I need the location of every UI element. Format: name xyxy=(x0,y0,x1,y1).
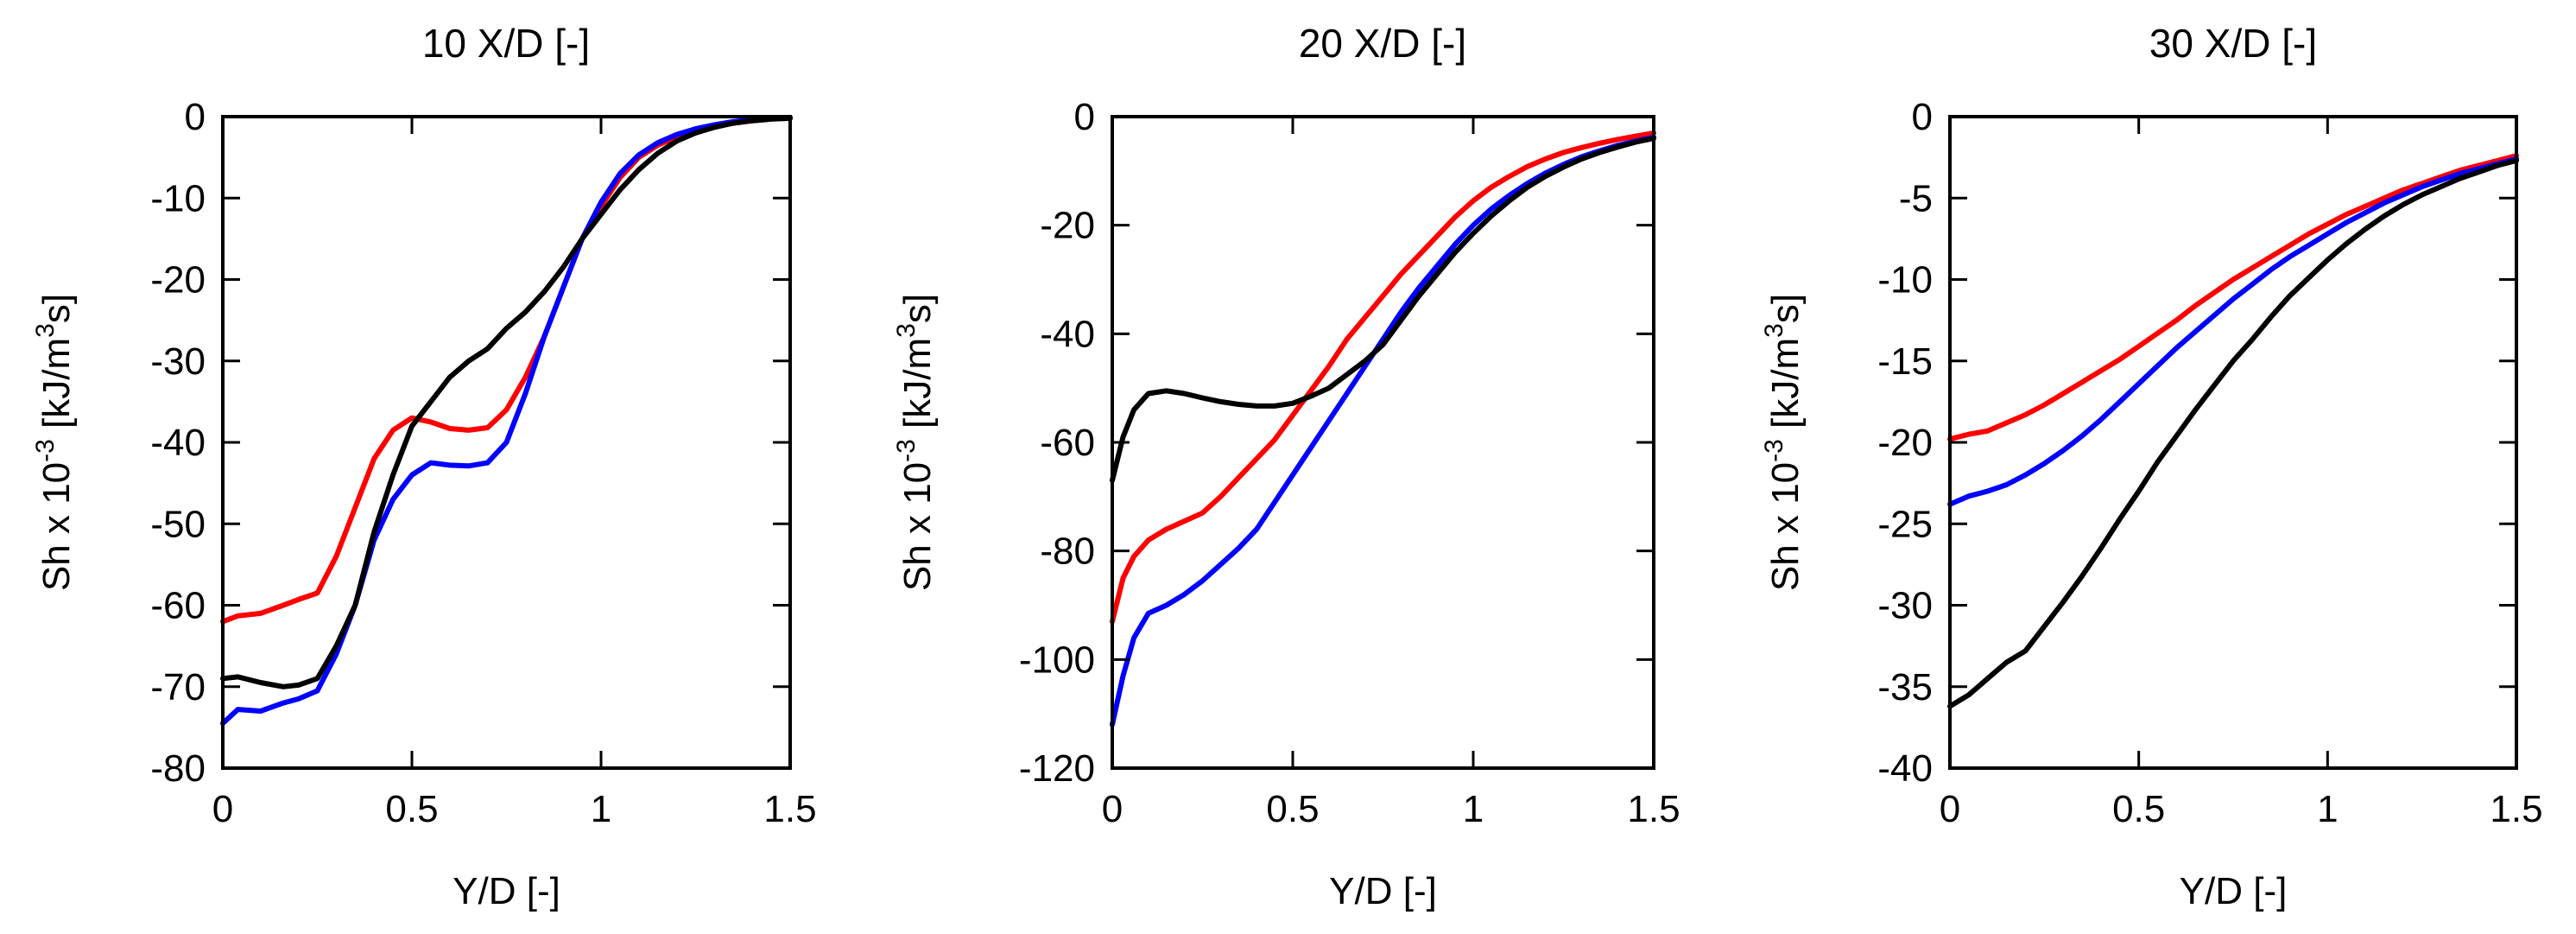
y-tick-label: -120 xyxy=(1019,747,1095,790)
panel-3: 30 X/D [-] 0 0.5 1 1.5 0 -5 -10 -15 -20 -25 -30 -35 -… xyxy=(1760,21,2543,912)
y-tick-label: -25 xyxy=(1877,503,1933,545)
series-line-red xyxy=(1110,130,1656,625)
y-axis-label-unit1: [kJ/m xyxy=(35,338,78,439)
x-tick-label: 0 xyxy=(1940,788,1960,830)
y-tick-label: 0 xyxy=(1912,96,1933,138)
panel-title: 10 X/D [-] xyxy=(422,21,590,66)
x-tick-label: 0.5 xyxy=(385,788,438,830)
y-tick-label: -50 xyxy=(150,503,206,545)
panel-title: 20 X/D [-] xyxy=(1299,21,1466,66)
x-tick-label: 1.5 xyxy=(763,788,816,830)
x-axis-label: Y/D [-] xyxy=(1329,870,1437,912)
y-tick-label: 0 xyxy=(185,96,206,138)
series-line-blue xyxy=(1947,156,2519,507)
y-tick-label: -40 xyxy=(150,422,206,464)
plot-frame xyxy=(1111,115,1655,770)
y-tick-label: -20 xyxy=(1040,205,1095,247)
y-axis-label-main: Sh x 10 xyxy=(35,462,78,591)
y-tick-label: -60 xyxy=(150,585,206,627)
y-axis-label: Sh x 10-3 [kJ/m3s] xyxy=(31,294,78,591)
y-tick-label: -15 xyxy=(1877,340,1933,383)
y-tick-label: 0 xyxy=(1074,96,1095,138)
y-tick-label: -5 xyxy=(1899,177,1933,219)
y-tick-label: -70 xyxy=(150,666,206,708)
y-tick-label: -30 xyxy=(150,340,206,383)
y-tick-label: -10 xyxy=(150,177,206,219)
panel-title: 30 X/D [-] xyxy=(2149,21,2317,66)
x-tick-label: 1 xyxy=(1463,788,1484,830)
y-axis-label-exp: -3 xyxy=(31,439,60,462)
panel-2: 20 X/D [-] 0 0.5 1 1.5 0 -20 -40 -60 -80 -100 -120 Y… xyxy=(892,21,1680,912)
series-line-blue xyxy=(220,114,793,727)
y-axis-label-main: Sh x 10 xyxy=(896,462,939,591)
series-line-black xyxy=(220,115,793,689)
x-tick-label: 0.5 xyxy=(2112,788,2165,830)
x-tick-label: 1.5 xyxy=(1627,788,1680,830)
x-tick-label: 0.5 xyxy=(1266,788,1319,830)
y-axis-label-exp2: 3 xyxy=(31,323,60,338)
y-axis-label-exp2: 3 xyxy=(1760,323,1788,338)
x-tick-label: 1 xyxy=(2317,788,2338,830)
y-tick-label: -20 xyxy=(1877,422,1933,464)
y-tick-label: -10 xyxy=(1877,259,1933,302)
x-tick-label: 0 xyxy=(1102,788,1123,830)
y-tick-label: -80 xyxy=(1040,531,1095,573)
y-axis-label-unit2: s] xyxy=(896,294,939,323)
y-tick-label: -100 xyxy=(1019,639,1095,681)
y-tick-label: -35 xyxy=(1877,666,1933,708)
y-tick-label: -40 xyxy=(1040,313,1095,355)
series-line-blue xyxy=(1110,134,1656,728)
y-axis-label: Sh x 10-3 [kJ/m3s] xyxy=(892,294,939,591)
y-axis-label-main: Sh x 10 xyxy=(1764,462,1807,591)
y-axis-label-exp2: 3 xyxy=(892,323,921,338)
series-line-black xyxy=(1110,136,1656,483)
y-tick-label: -20 xyxy=(150,259,206,302)
y-axis-label-unit2: s] xyxy=(1764,294,1807,323)
series-line-black xyxy=(1947,157,2519,709)
y-tick-label: -30 xyxy=(1877,585,1933,627)
panel-1: 10 X/D [-] 0 0.5 1 1.5 0 -10 -20 -30 -40 -50 -60 -70… xyxy=(31,21,817,912)
y-axis-label: Sh x 10-3 [kJ/m3s] xyxy=(1760,294,1807,591)
plot-frame xyxy=(1948,115,2518,770)
y-tick-label: -40 xyxy=(1877,747,1933,790)
x-axis-label: Y/D [-] xyxy=(453,870,560,912)
y-axis-label-unit1: [kJ/m xyxy=(1764,338,1807,439)
series-line-red xyxy=(220,115,793,625)
x-tick-label: 0 xyxy=(212,788,233,830)
y-tick-label: -60 xyxy=(1040,422,1095,464)
y-axis-label-unit1: [kJ/m xyxy=(896,338,939,439)
y-tick-label: -80 xyxy=(150,747,206,790)
x-axis-label: Y/D [-] xyxy=(2180,870,2288,912)
y-axis-label-exp: -3 xyxy=(892,439,921,462)
series-line-red xyxy=(1947,153,2519,442)
x-tick-label: 1.5 xyxy=(2490,788,2542,830)
x-tick-label: 1 xyxy=(591,788,611,830)
y-axis-label-unit2: s] xyxy=(35,294,78,323)
y-axis-label-exp: -3 xyxy=(1760,439,1788,462)
